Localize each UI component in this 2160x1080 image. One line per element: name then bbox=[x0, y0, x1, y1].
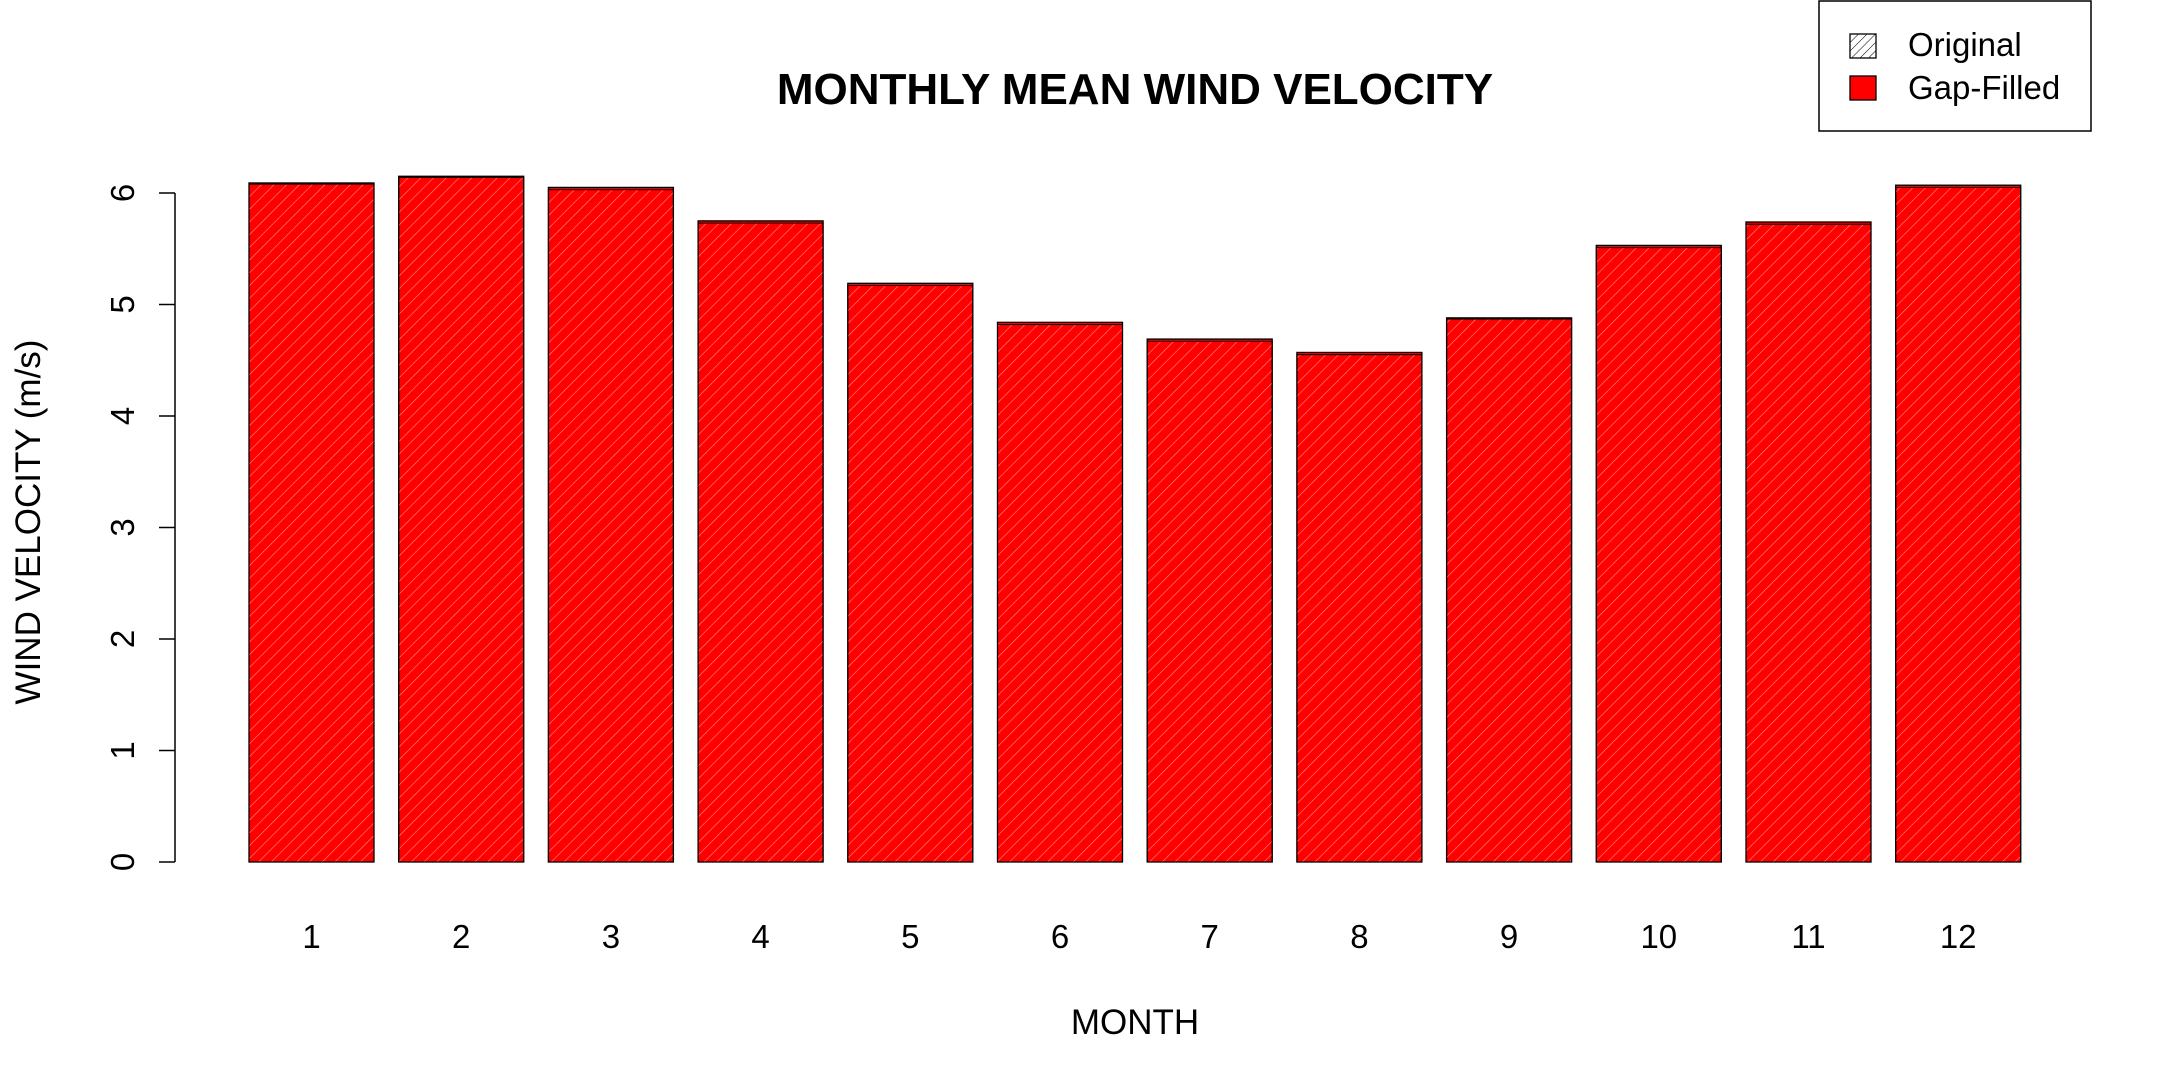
x-tick-label-5: 5 bbox=[901, 918, 919, 955]
x-tick-label-1: 1 bbox=[302, 918, 320, 955]
legend-box bbox=[1818, 0, 2092, 132]
y-tick-label-4: 4 bbox=[104, 407, 141, 425]
x-axis-label: MONTH bbox=[1071, 1003, 1199, 1042]
x-tick-label-9: 9 bbox=[1500, 918, 1518, 955]
bar-original-3 bbox=[547, 189, 674, 863]
x-tick-label-10: 10 bbox=[1640, 918, 1677, 955]
legend-swatch-gap-filled bbox=[1849, 75, 1877, 101]
y-tick-label-5: 5 bbox=[104, 295, 141, 313]
bar-original-6 bbox=[997, 324, 1123, 863]
x-tick-label-2: 2 bbox=[452, 918, 470, 955]
y-tick-label-1: 1 bbox=[104, 741, 141, 759]
x-axis-tick-labels: 1 2 3 4 5 6 7 8 9 10 11 12 bbox=[302, 918, 1976, 955]
y-tick-label-0: 0 bbox=[104, 853, 141, 871]
bar-original-9 bbox=[1446, 318, 1573, 863]
y-tick-label-3: 3 bbox=[104, 518, 141, 536]
legend-label-original: Original bbox=[1908, 26, 2022, 63]
y-axis-label: WIND VELOCITY (m/s) bbox=[9, 340, 48, 705]
bar-original-8 bbox=[1296, 354, 1423, 863]
y-axis: 0 1 2 3 4 5 6 bbox=[104, 184, 176, 871]
bar-original-7 bbox=[1146, 340, 1273, 863]
y-tick-label-2: 2 bbox=[104, 630, 141, 648]
chart-title: MONTHLY MEAN WIND VELOCITY bbox=[777, 65, 1493, 114]
bars-group bbox=[248, 175, 2022, 863]
y-tick-label-6: 6 bbox=[104, 184, 141, 202]
x-tick-label-11: 11 bbox=[1791, 918, 1825, 955]
bar-original-1 bbox=[248, 183, 375, 863]
legend: Original Gap-Filled bbox=[1818, 0, 2092, 132]
bar-original-12 bbox=[1895, 186, 2022, 863]
x-tick-label-7: 7 bbox=[1201, 918, 1219, 955]
x-tick-label-8: 8 bbox=[1350, 918, 1368, 955]
bar-original-11 bbox=[1745, 223, 1872, 863]
bar-original-5 bbox=[847, 285, 974, 863]
x-tick-label-4: 4 bbox=[751, 918, 769, 955]
x-tick-label-12: 12 bbox=[1940, 918, 1977, 955]
bar-original-4 bbox=[697, 222, 824, 863]
x-tick-label-6: 6 bbox=[1051, 918, 1069, 955]
legend-label-gap-filled: Gap-Filled bbox=[1908, 69, 2060, 106]
bar-original-2 bbox=[398, 176, 525, 863]
bar-original-10 bbox=[1595, 247, 1722, 863]
legend-swatch-original bbox=[1849, 33, 1877, 59]
x-tick-label-3: 3 bbox=[602, 918, 620, 955]
